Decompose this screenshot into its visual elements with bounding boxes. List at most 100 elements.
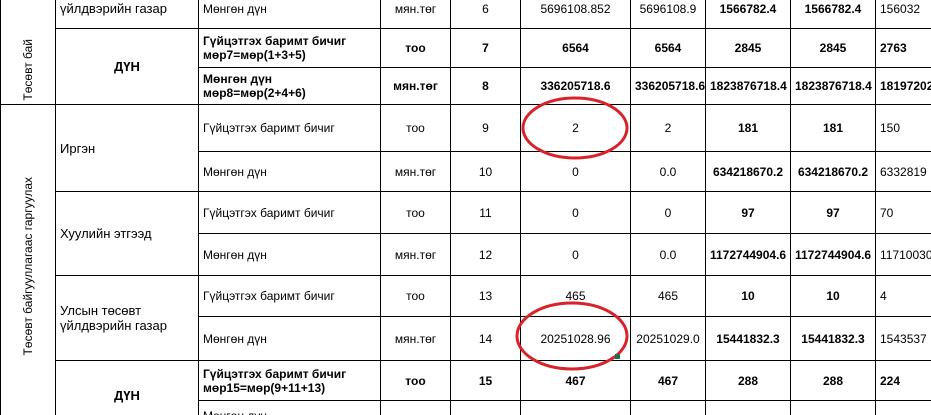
value-cell: 1543537 [875, 316, 931, 361]
group-label: Төсөвт бай [21, 39, 35, 101]
value-cell: 6332819 [875, 151, 931, 192]
formula: мөр15=мөр(9+11+13) [203, 380, 326, 395]
indicator-cell: Мөнгөн дүн [198, 400, 381, 415]
indicator: Гүйцэтгэх баримт бичиг [203, 289, 335, 303]
value-cell: 0.0 [630, 151, 706, 192]
value-cell: 15441832.3 [705, 316, 791, 361]
indicator-cell: Мөнгөн дүн [198, 151, 381, 192]
indicator: Гүйцэтгэх баримт бичиг [203, 34, 347, 48]
unit-cell: мян.төг [380, 0, 451, 29]
row-number: 10 [450, 151, 521, 192]
indicator: Мөнгөн дүн [203, 164, 267, 179]
unit-cell [380, 400, 451, 415]
value-cell: 156032 [875, 0, 931, 29]
unit-cell: тоо [380, 104, 451, 152]
indicator: Мөнгөн дүн [203, 1, 267, 16]
group-cell: Төсөвт бай [0, 0, 56, 105]
indicator-cell: Гүйцэтгэх баримт бичиг мөр7=мөр(1+3+5) [198, 28, 381, 68]
indicator-cell: Мөнгөн дүн мөр8=мөр(2+4+6) [198, 67, 381, 105]
entity-cell: Иргэн [55, 104, 199, 192]
indicator-cell: Гүйцэтгэх баримт бичиг [198, 104, 381, 152]
indicator-cell: Гүйцэтгэх баримт бичиг [198, 191, 381, 234]
value-cell: 2845 [705, 28, 791, 68]
value-cell: 181 [705, 104, 791, 152]
value-cell: 18197202 [875, 67, 931, 105]
indicator: Гүйцэтгэх баримт бичиг [203, 205, 335, 220]
table-row: ДҮН Гүйцэтгэх баримт бичиг мөр15=мөр(9+11+… [1, 360, 931, 415]
table-row: Мөнгөн дүн мян.төг 12 0 0.0 1172744904.6 11727… [1, 233, 931, 276]
value-cell: 336205718.6 [630, 67, 706, 105]
value-cell: 0 [630, 191, 706, 234]
value-cell: 2763 [875, 28, 931, 68]
row-number [450, 400, 521, 415]
unit-cell: мян.төг [380, 67, 451, 105]
value-cell: 2 [520, 104, 631, 152]
value-cell: 6564 [630, 28, 706, 68]
value-cell: 20251028.96 [520, 316, 631, 361]
table-row: ДҮН Гүйцэтгэх баримт бичиг мөр7=мөр(1+3+5)… [1, 28, 931, 105]
value-cell [520, 400, 631, 415]
value-cell: 10 [705, 275, 791, 317]
indicator: Мөнгөн дүн [203, 331, 267, 346]
value-cell: 11710030 [875, 233, 931, 276]
entity-cell: үйлдвэрийн газар [55, 0, 199, 29]
value-cell: 1172744904.6 [790, 233, 876, 276]
row-number: 12 [450, 233, 521, 276]
indicator-cell: Гүйцэтгэх баримт бичиг [198, 275, 381, 317]
table-row: Хуулийн этгээд Гүйцэтгэх баримт бичиг тоо 1… [1, 191, 931, 276]
formula: мөр8=мөр(2+4+6) [203, 86, 306, 100]
indicator-cell: Гүйцэтгэх баримт бичиг мөр15=мөр(9+11+13) [198, 360, 381, 401]
value-cell [630, 400, 706, 415]
value-cell: 0 [520, 191, 631, 234]
value-cell: 0 [520, 151, 631, 192]
value-cell: 70 [875, 191, 931, 234]
row-number: 8 [450, 67, 521, 105]
table-row: Төсөвт байгууллагаас гаргуулах Иргэн Гүйцэ… [0, 104, 931, 415]
value-cell: 0 [520, 233, 631, 276]
indicator: Мөнгөн дүн [203, 409, 376, 415]
unit-cell: тоо [380, 275, 451, 317]
formula: мөр7=мөр(1+3+5) [203, 48, 306, 62]
row-number: 13 [450, 275, 521, 317]
entity-cell: ДҮН [55, 360, 199, 415]
row-number: 6 [450, 0, 521, 29]
value-cell: 2 [630, 104, 706, 152]
value-cell: 97 [790, 191, 876, 234]
value-cell: 4 [875, 275, 931, 317]
value-cell: 150 [875, 104, 931, 152]
table-row: Мөнгөн дүн мөр8=мөр(2+4+6) мян.төг 8 3362057… [1, 67, 931, 105]
value-cell: 336205718.6 [520, 67, 631, 105]
row-number: 14 [450, 316, 521, 361]
entity-cell: ДҮН [55, 28, 199, 105]
indicator: Гүйцэтгэх баримт бичиг [203, 366, 347, 381]
indicator-cell: Мөнгөн дүн [198, 316, 381, 361]
unit-cell: тоо [380, 28, 451, 68]
unit-cell: мян.төг [380, 151, 451, 192]
value-cell: 15441832.3 [790, 316, 876, 361]
value-cell: 634218670.2 [705, 151, 791, 192]
row-number: 11 [450, 191, 521, 234]
value-cell: 5696108.9 [630, 0, 706, 29]
row-number: 15 [450, 360, 521, 401]
table-row: Мөнгөн дүн [1, 400, 931, 415]
row-number: 7 [450, 28, 521, 68]
value-cell: 465 [520, 275, 631, 317]
value-cell: 467 [630, 360, 706, 401]
value-cell: 10 [790, 275, 876, 317]
value-cell: 224 [875, 360, 931, 401]
value-cell [705, 400, 791, 415]
value-cell: 97 [705, 191, 791, 234]
value-cell: 1566782.4 [705, 0, 791, 29]
entity-cell: Хуулийн этгээд [55, 191, 199, 276]
value-cell: 465 [630, 275, 706, 317]
group-label: Төсөвт байгууллагаас гаргуулах [21, 176, 35, 356]
value-cell: 1823876718.4 [790, 67, 876, 105]
indicator: Мөнгөн дүн [203, 247, 267, 262]
value-cell: 181 [790, 104, 876, 152]
table-row: Төсөвт бай үйлдвэрийн газар Мөнгөн дүн мян.… [0, 0, 931, 105]
indicator: Мөнгөн дүн [203, 72, 273, 86]
value-cell: 1172744904.6 [705, 233, 791, 276]
value-cell: 634218670.2 [790, 151, 876, 192]
